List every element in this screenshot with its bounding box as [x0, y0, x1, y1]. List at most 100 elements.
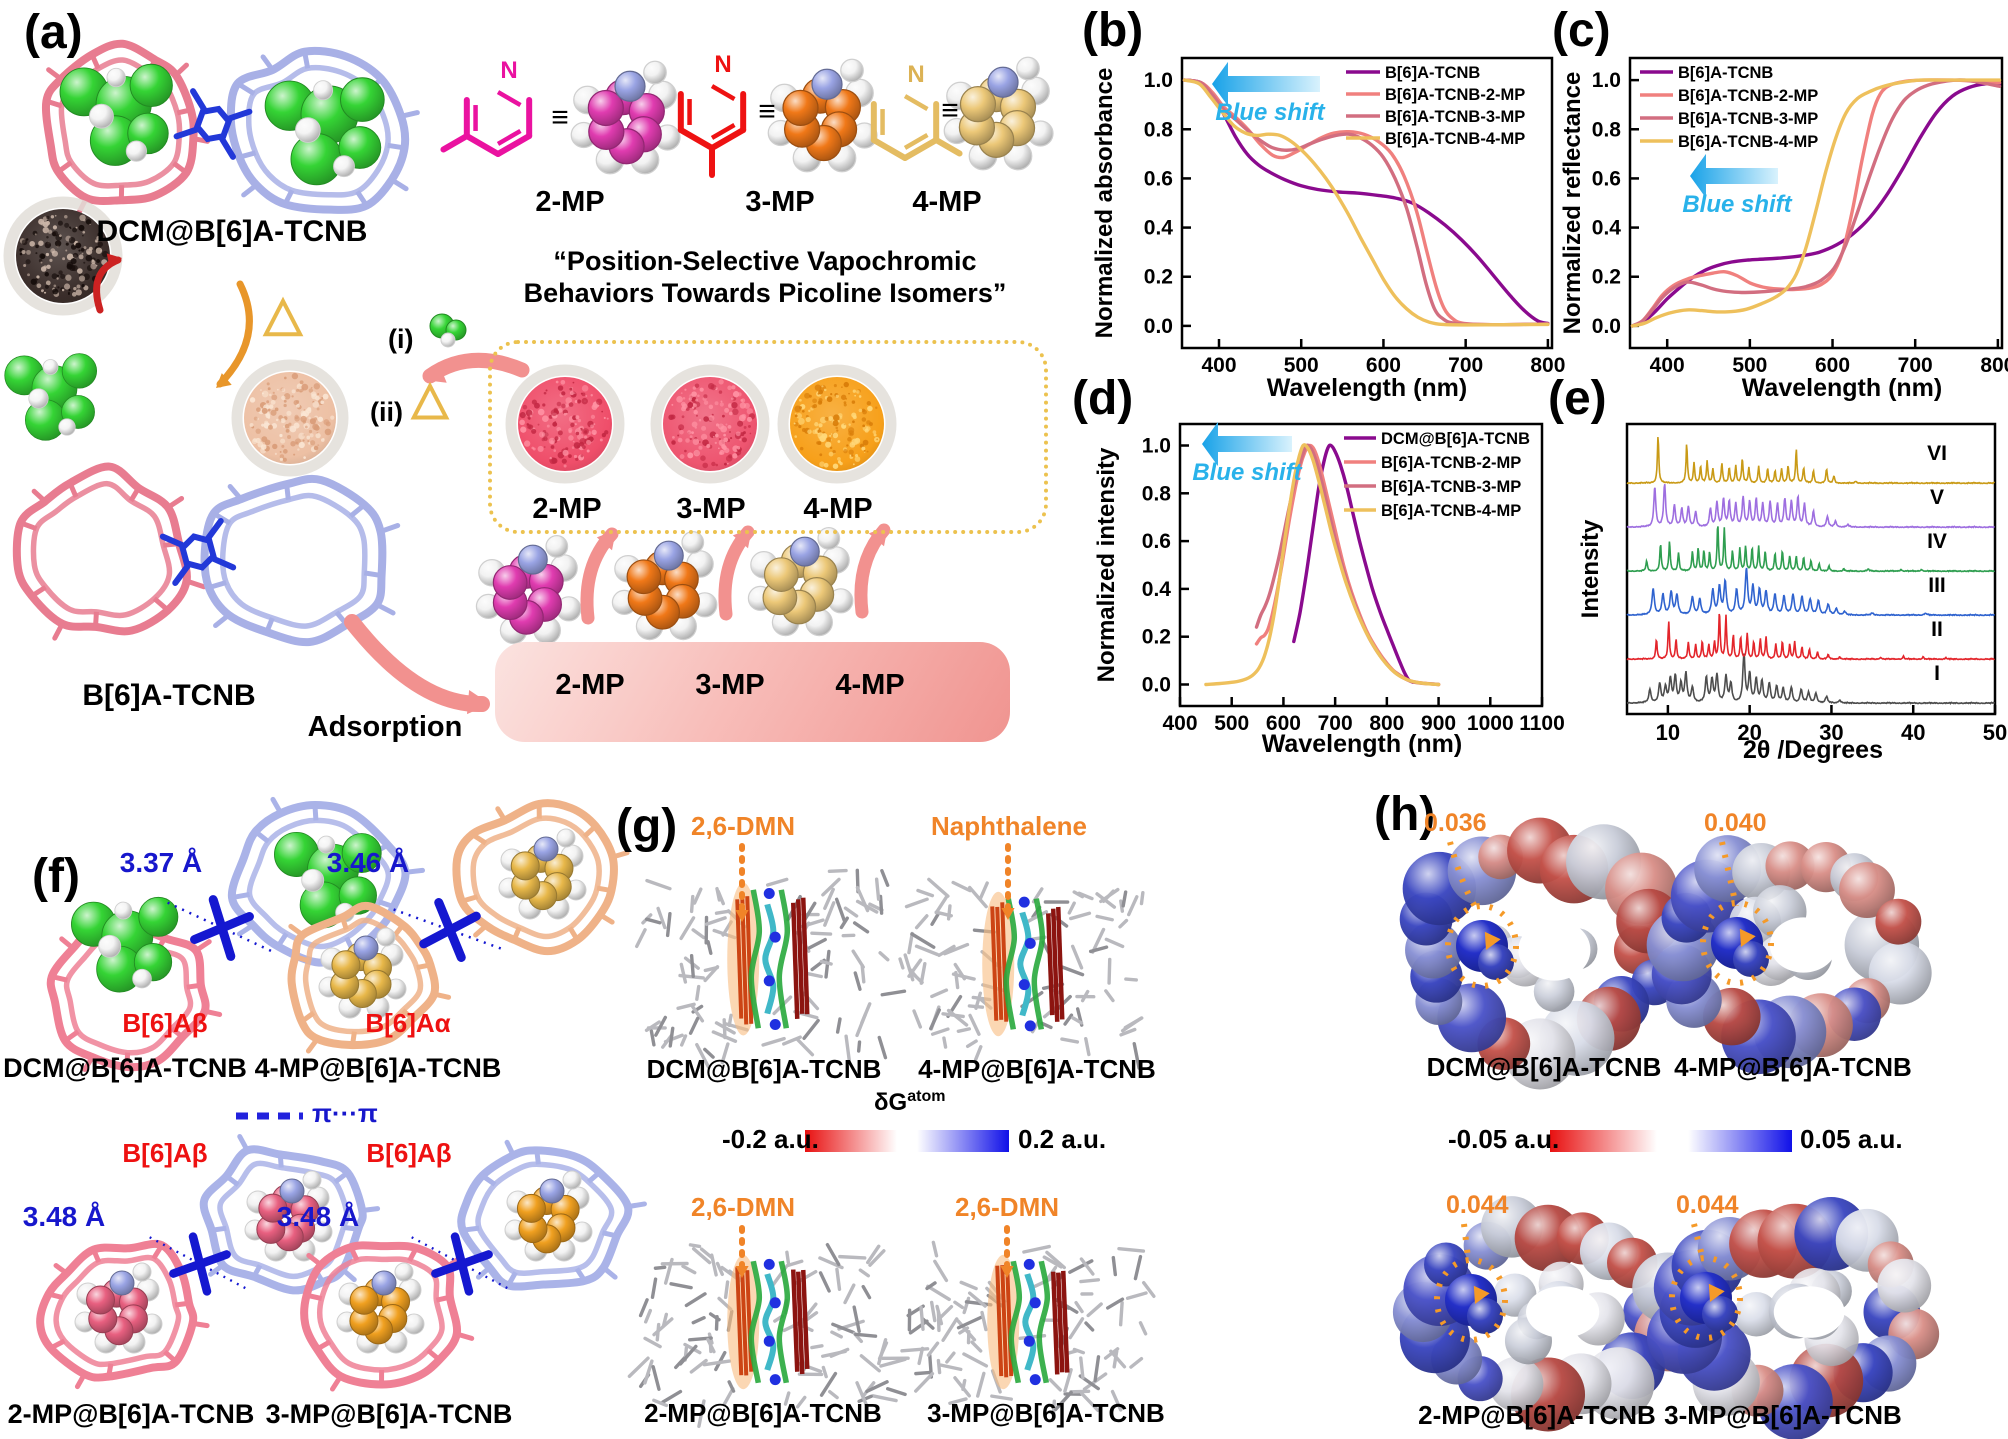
g-title-dcm: DCM@B[6]A-TCNB — [646, 1054, 882, 1084]
svg-text:600: 600 — [1366, 354, 1401, 377]
g-title-4mp: 4-MP@B[6]A-TCNB — [918, 1054, 1156, 1084]
esp-value-3mp: 0.044 — [1676, 1191, 1739, 1219]
svg-text:500: 500 — [1732, 354, 1767, 377]
svg-text:0.6: 0.6 — [1592, 167, 1621, 190]
powder-label-3mp: 3-MP — [676, 493, 746, 525]
delta-g-sup: atom — [907, 1088, 946, 1105]
svg-text:0.2: 0.2 — [1144, 266, 1173, 289]
svg-text:0.0: 0.0 — [1592, 315, 1621, 338]
g-scale-max: 0.2 a.u. — [1018, 1124, 1107, 1154]
guest-label-g3: 2,6-DMN — [690, 1192, 796, 1222]
svg-text:600: 600 — [1815, 354, 1850, 377]
svg-text:B[6]A-TCNB-2-MP: B[6]A-TCNB-2-MP — [1385, 86, 1525, 104]
svg-text:B[6]A-TCNB-3-MP: B[6]A-TCNB-3-MP — [1385, 108, 1525, 126]
svg-text:0.6: 0.6 — [1144, 167, 1173, 190]
svg-text:900: 900 — [1421, 712, 1456, 735]
svg-text:0.8: 0.8 — [1142, 482, 1172, 505]
svg-text:Blue shift: Blue shift — [1682, 191, 1792, 218]
distance-2mp: 3.48 Å — [22, 1201, 106, 1232]
svg-text:400: 400 — [1201, 354, 1236, 377]
bar-label-4mp: 4-MP — [835, 669, 905, 701]
ring-label-dcm: B[6]Aβ — [122, 1008, 208, 1038]
quote-line-2: Behaviors Towards Picoline Isomers” — [523, 278, 1007, 308]
svg-text:0.4: 0.4 — [1592, 217, 1622, 240]
svg-text:Wavelength (nm): Wavelength (nm) — [1267, 374, 1467, 402]
h-title-4mp: 4-MP@B[6]A-TCNB — [1674, 1052, 1912, 1082]
svg-text:III: III — [1928, 574, 1946, 597]
svg-text:B[6]A-TCNB: B[6]A-TCNB — [1385, 64, 1480, 82]
powder-label-4mp: 4-MP — [803, 493, 873, 525]
pyridine-n-2mp: N — [500, 57, 518, 84]
panel-label-f: (f) — [32, 850, 80, 903]
h-title-3mp: 3-MP@B[6]A-TCNB — [1664, 1400, 1902, 1430]
h-scale-max: 0.05 a.u. — [1800, 1124, 1903, 1154]
svg-text:800: 800 — [1980, 354, 2008, 377]
equiv-symbol-4mp: ≡ — [941, 94, 959, 127]
ring-label-2mp: B[6]Aβ — [122, 1138, 208, 1168]
svg-text:500: 500 — [1284, 354, 1319, 377]
svg-text:I: I — [1934, 662, 1940, 685]
svg-text:0.2: 0.2 — [1142, 626, 1171, 649]
g-title-2mp: 2-MP@B[6]A-TCNB — [644, 1398, 882, 1428]
adsorption-label: Adsorption — [307, 711, 463, 743]
step-i-label: (i) — [388, 324, 414, 354]
panel-label-g: (g) — [616, 800, 678, 853]
f-title-3mp: 3-MP@B[6]A-TCNB — [265, 1399, 513, 1429]
isomer-label-3mp: 3-MP — [745, 186, 815, 218]
adsorption-bar — [495, 642, 1010, 742]
svg-text:30: 30 — [1819, 720, 1843, 745]
svg-text:1.0: 1.0 — [1592, 69, 1621, 92]
h-title-dcm: DCM@B[6]A-TCNB — [1426, 1052, 1662, 1082]
svg-text:0.0: 0.0 — [1144, 315, 1173, 338]
isomer-label-4mp: 4-MP — [912, 186, 982, 218]
svg-text:Normalized absorbance: Normalized absorbance — [1091, 68, 1118, 339]
esp-value-dcm: 0.036 — [1424, 809, 1487, 837]
svg-text:B[6]A-TCNB-3-MP: B[6]A-TCNB-3-MP — [1678, 110, 1818, 128]
svg-text:V: V — [1930, 486, 1944, 509]
svg-text:700: 700 — [1898, 354, 1933, 377]
h-scale-min: -0.05 a.u. — [1448, 1124, 1560, 1154]
bar-label-2mp: 2-MP — [555, 669, 625, 701]
svg-text:2θ /Degrees: 2θ /Degrees — [1743, 736, 1883, 764]
svg-text:20: 20 — [1737, 720, 1761, 745]
svg-text:B[6]A-TCNB-4-MP: B[6]A-TCNB-4-MP — [1381, 502, 1521, 520]
pi-pi-legend-label: π···π — [312, 1098, 378, 1128]
guest-label-g1: 2,6-DMN — [690, 811, 796, 841]
pyridine-n-4mp: N — [907, 61, 925, 88]
svg-text:B[6]A-TCNB-2-MP: B[6]A-TCNB-2-MP — [1381, 454, 1521, 472]
svg-text:Normalized reflectance: Normalized reflectance — [1559, 72, 1586, 335]
step-ii-label: (ii) — [370, 397, 403, 427]
guest-label-g4: 2,6-DMN — [954, 1192, 1060, 1222]
svg-text:Normalized intensity: Normalized intensity — [1093, 447, 1120, 682]
svg-text:0.4: 0.4 — [1142, 578, 1172, 601]
svg-text:600: 600 — [1266, 712, 1301, 735]
ring-label-4mp: B[6]Aα — [365, 1008, 451, 1038]
equiv-symbol-3mp: ≡ — [758, 95, 776, 128]
svg-text:0.0: 0.0 — [1142, 673, 1171, 696]
svg-text:800: 800 — [1530, 354, 1565, 377]
distance-4mp: 3.46 Å — [326, 847, 410, 878]
svg-text:700: 700 — [1448, 354, 1483, 377]
svg-text:VI: VI — [1927, 442, 1947, 465]
svg-text:1000: 1000 — [1467, 712, 1514, 735]
g-title-3mp: 3-MP@B[6]A-TCNB — [927, 1398, 1165, 1428]
distance-3mp: 3.48 Å — [276, 1201, 360, 1232]
quote-line-1: “Position-Selective Vapochromic — [553, 246, 977, 276]
powder-dotted-box — [488, 340, 1048, 534]
bar-label-3mp: 3-MP — [695, 669, 765, 701]
svg-text:Wavelength (nm): Wavelength (nm) — [1262, 730, 1462, 758]
svg-text:400: 400 — [1650, 354, 1685, 377]
svg-text:10: 10 — [1656, 720, 1680, 745]
equiv-symbol-2mp: ≡ — [551, 101, 569, 134]
esp-value-4mp: 0.040 — [1704, 809, 1767, 837]
delta-g-prefix: δG — [874, 1089, 908, 1116]
svg-text:IV: IV — [1927, 530, 1947, 553]
svg-text:700: 700 — [1318, 712, 1353, 735]
svg-text:0.8: 0.8 — [1592, 118, 1622, 141]
svg-text:DCM@B[6]A-TCNB: DCM@B[6]A-TCNB — [1381, 430, 1530, 448]
svg-text:400: 400 — [1162, 712, 1197, 735]
ring-label-3mp: B[6]Aβ — [366, 1138, 452, 1168]
panel-label-b: (b) — [1082, 4, 1144, 57]
svg-text:Blue shift: Blue shift — [1215, 99, 1325, 126]
